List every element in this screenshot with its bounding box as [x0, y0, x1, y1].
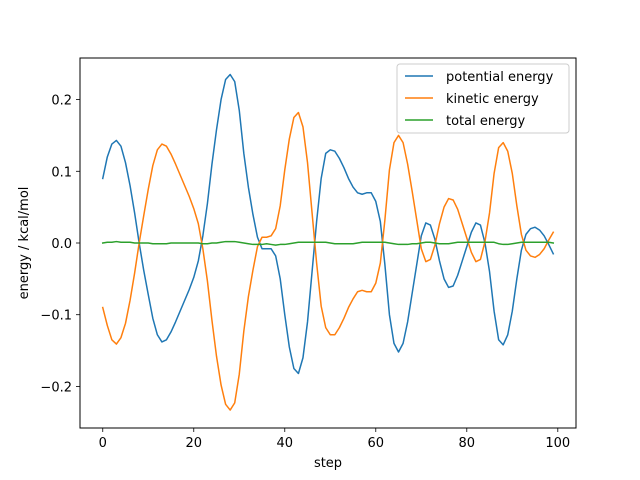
x-tick-label: 80 [459, 436, 476, 451]
legend-box [396, 63, 570, 134]
y-tick-label: 0.0 [51, 237, 72, 252]
series-line-potential-energy [101, 73, 555, 375]
y-axis: −0.2 −0.1 0.0 0.1 0.2 [40, 94, 80, 395]
x-tick-label: 100 [545, 436, 570, 451]
legend-label-kinetic-energy: kinetic energy [446, 92, 539, 107]
x-tick-label: 0 [99, 436, 107, 451]
y-tick-label: −0.2 [40, 380, 72, 395]
y-tick-label: 0.2 [51, 94, 72, 109]
legend-label-potential-energy: potential energy [446, 70, 554, 85]
x-axis-label: step [314, 456, 342, 471]
x-tick-label: 40 [276, 436, 293, 451]
plot-lines [101, 73, 555, 411]
y-tick-label: 0.1 [51, 165, 72, 180]
x-tick-label: 60 [368, 436, 385, 451]
y-axis-label: energy / kcal/mol [17, 187, 32, 300]
legend: potential energy kinetic energy total ener… [396, 63, 570, 134]
series-line-total-energy [101, 240, 555, 246]
x-axis: 0 20 40 60 80 100 [99, 428, 570, 451]
y-tick-label: −0.1 [40, 309, 72, 324]
series-line-kinetic-energy [101, 111, 555, 411]
legend-label-total-energy: total energy [446, 114, 525, 129]
legend-entries: potential energy kinetic energy total ener… [405, 70, 554, 129]
x-tick-label: 20 [185, 436, 202, 451]
